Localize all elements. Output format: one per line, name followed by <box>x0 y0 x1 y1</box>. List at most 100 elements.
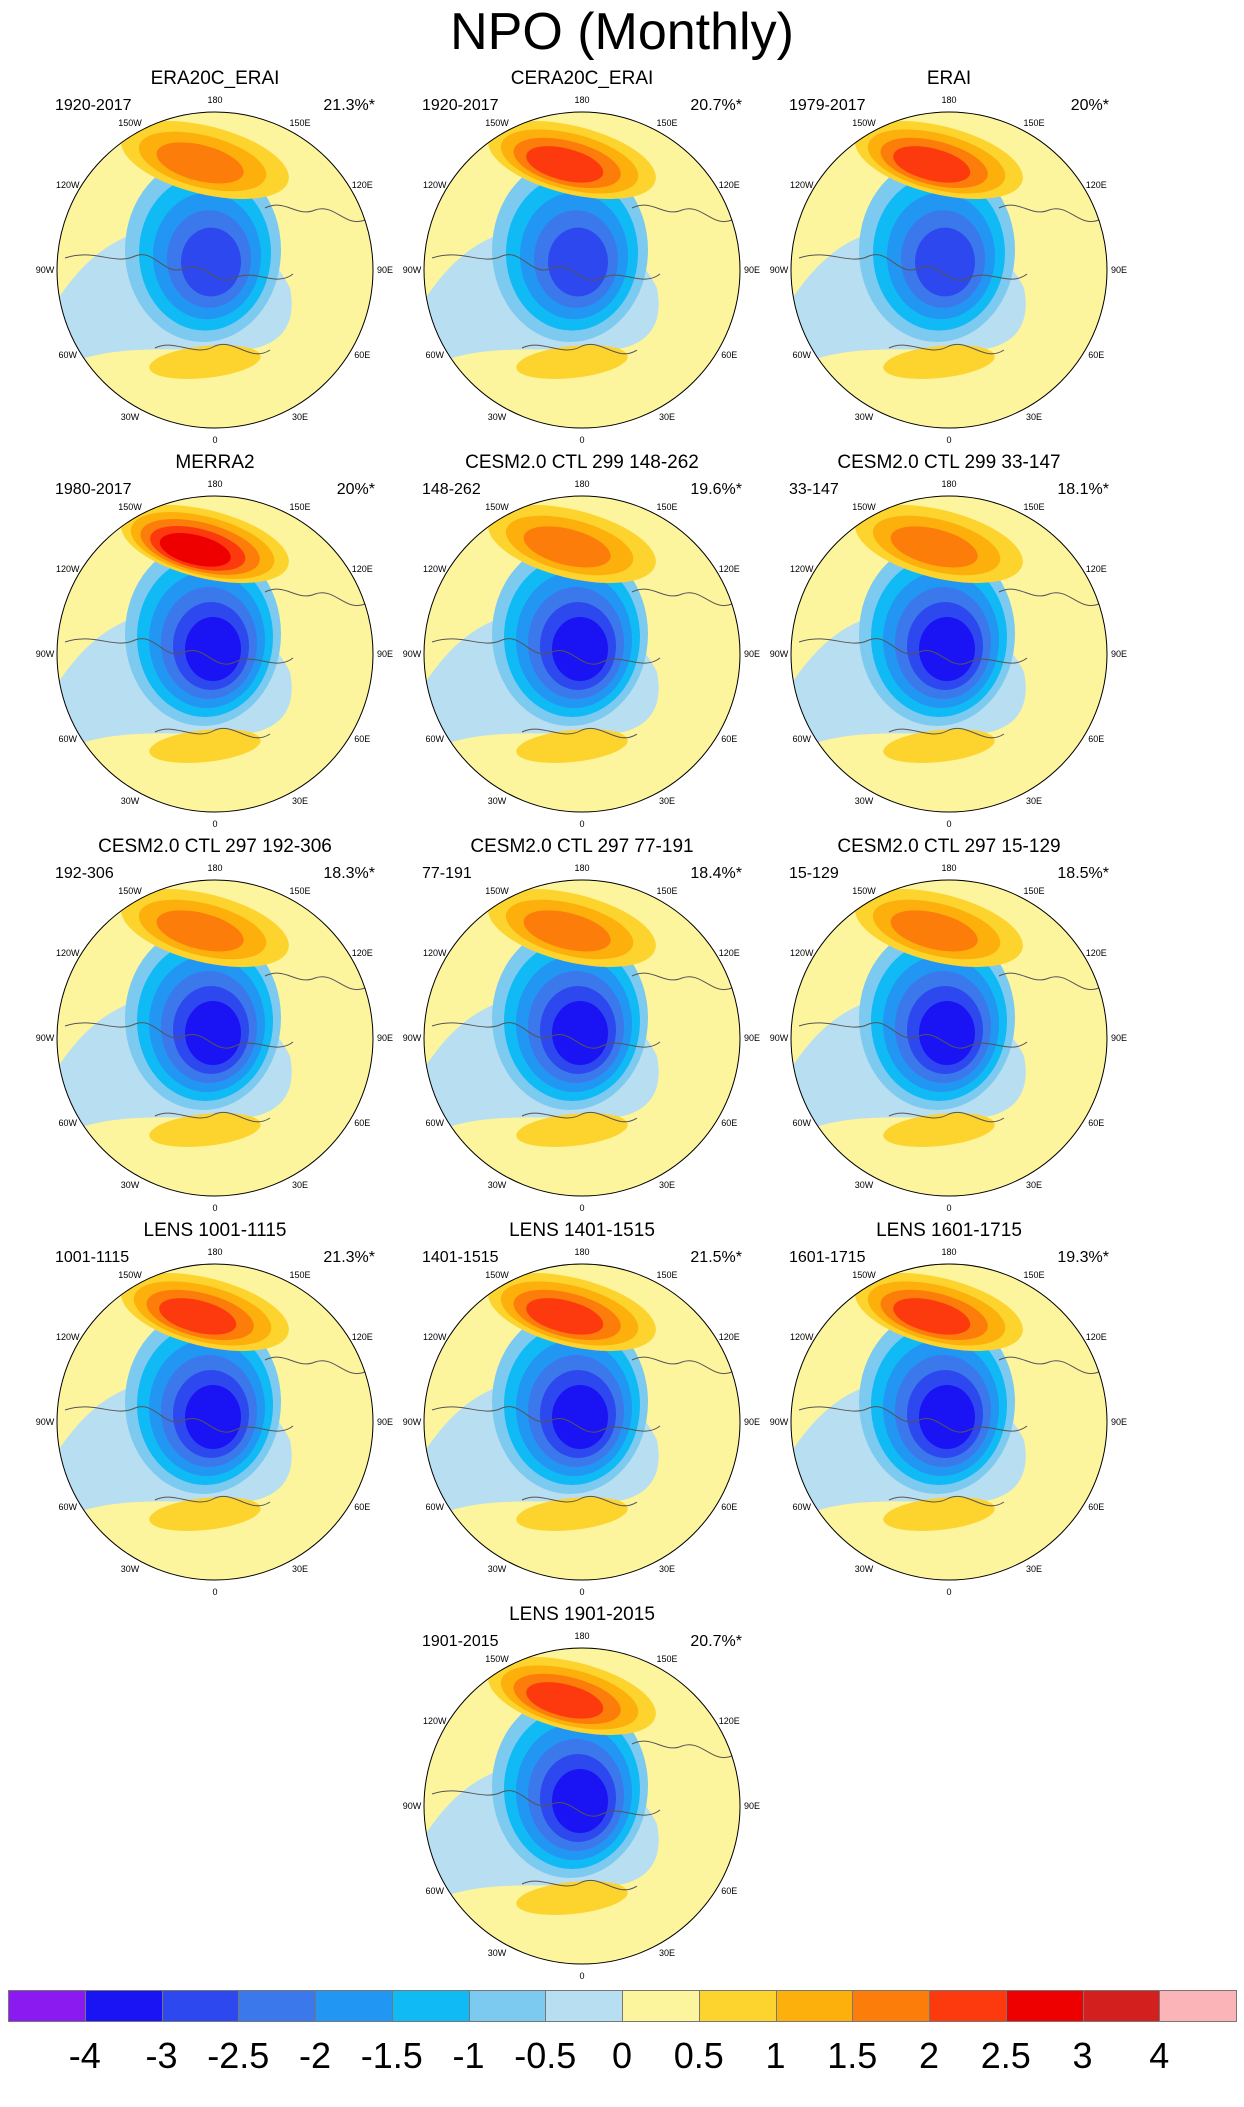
map-border <box>790 879 1108 1197</box>
longitude-label: 30W <box>488 1564 507 1574</box>
longitude-label: 60E <box>354 350 370 360</box>
longitude-label: 30W <box>855 796 874 806</box>
colorbar-swatch <box>238 1990 316 2022</box>
longitude-label: 30E <box>292 1180 308 1190</box>
polar-map: 180 150E 120E 90E 60E 30E 0 30W 60W 90W 120W 150W <box>770 95 1127 445</box>
longitude-label: 90E <box>1111 649 1127 659</box>
polar-map: 180 150E 120E 90E 60E 30E 0 30W 60W 90W 120W 150W <box>770 1247 1127 1597</box>
panel-variance: 19.3%* <box>1057 1249 1109 1266</box>
longitude-label: 150W <box>852 118 876 128</box>
contour-positive-pacific <box>523 910 611 952</box>
coastline <box>431 1356 733 1507</box>
longitude-label: 90W <box>770 1417 789 1427</box>
panel-title: LENS 1001-1115 <box>143 1220 287 1241</box>
colorbar-swatch <box>1159 1990 1237 2022</box>
longitude-label: 0 <box>579 819 584 829</box>
contour-positive-pacific <box>890 910 978 952</box>
panel-period: 192-306 <box>55 865 114 882</box>
panel-period: 1980-2017 <box>55 481 132 498</box>
panel-period: 1901-2015 <box>422 1633 499 1650</box>
contour-negative <box>181 227 241 297</box>
map-panel: CERA20C_ERAI 1920-2017 20.7%* 180 150E 120E 90… <box>402 68 762 448</box>
colorbar-tick-label: -2.5 <box>207 2035 270 2076</box>
longitude-label: 90E <box>1111 1417 1127 1427</box>
colorbar-swatch <box>84 1990 163 2022</box>
longitude-label: 120E <box>719 1332 740 1342</box>
coastline <box>798 204 1100 355</box>
panel-variance: 21.3%* <box>323 1249 375 1266</box>
longitude-label: 150W <box>485 118 509 128</box>
colorbar-tick-label: 0 <box>611 2035 633 2076</box>
colorbar-swatch <box>622 1990 700 2022</box>
colorbar-tick-label: 4 <box>1149 2035 1170 2076</box>
coastline <box>798 1356 1100 1507</box>
longitude-label: 90W <box>403 1417 422 1427</box>
panel-variance: 18.3%* <box>323 865 375 882</box>
longitude-label: 60W <box>793 734 812 744</box>
longitude-label: 120E <box>1086 180 1107 190</box>
contour-positive-atlantic <box>516 1497 628 1531</box>
longitude-label: 60E <box>1088 1502 1104 1512</box>
map-border <box>56 495 374 813</box>
colorbar-swatch <box>1005 1990 1084 2022</box>
contour-positive-pacific <box>893 1298 971 1335</box>
longitude-label: 0 <box>579 435 584 445</box>
longitude-label: 30W <box>121 412 140 422</box>
panel-period: 1920-2017 <box>422 97 499 114</box>
map-border <box>790 111 1108 429</box>
colorbar-tick-label: 2.5 <box>980 2035 1031 2076</box>
contour-positive-atlantic <box>516 729 628 763</box>
longitude-label: 90W <box>403 649 422 659</box>
longitude-label: 0 <box>212 435 217 445</box>
longitude-label: 30E <box>292 796 308 806</box>
contour-negative <box>185 1001 241 1065</box>
longitude-label: 30W <box>121 1564 140 1574</box>
longitude-label: 30E <box>1026 412 1042 422</box>
longitude-label: 120W <box>790 948 814 958</box>
longitude-label: 150E <box>289 1270 310 1280</box>
contour-positive-atlantic <box>149 1497 261 1531</box>
contour-positive-atlantic <box>883 1113 995 1147</box>
coastline <box>64 588 366 739</box>
longitude-label: 90W <box>36 265 55 275</box>
longitude-label: 120W <box>423 564 447 574</box>
longitude-label: 120W <box>423 948 447 958</box>
contour-positive-pacific <box>159 1298 237 1335</box>
longitude-label: 30E <box>659 1180 675 1190</box>
panel-variance: 20.7%* <box>690 1633 742 1650</box>
longitude-label: 150W <box>485 1654 509 1664</box>
panel-title: CESM2.0 CTL 297 77-191 <box>470 836 694 857</box>
longitude-label: 30W <box>121 1180 140 1190</box>
colorbar-tick-label: 3 <box>1072 2035 1093 2076</box>
contour-positive-atlantic <box>883 345 995 379</box>
longitude-label: 60W <box>426 1118 445 1128</box>
contour-negative <box>915 227 975 297</box>
map-panel: CESM2.0 CTL 299 33-147 33-147 18.1%* 180 150… <box>769 452 1129 832</box>
longitude-label: 30E <box>1026 1180 1042 1190</box>
longitude-label: 180 <box>941 1247 956 1257</box>
longitude-label: 30E <box>292 412 308 422</box>
panel-title: CESM2.0 CTL 299 33-147 <box>837 452 1061 473</box>
map-panel: LENS 1601-1715 1601-1715 19.3%* 180 150E 120E… <box>769 1220 1129 1600</box>
longitude-label: 90E <box>744 649 760 659</box>
colorbar-tick-label: 0.5 <box>673 2035 724 2076</box>
panel-period: 1920-2017 <box>55 97 132 114</box>
longitude-label: 120E <box>352 1332 373 1342</box>
polar-map: 180 150E 120E 90E 60E 30E 0 30W 60W 90W 120W 150W <box>403 95 760 445</box>
longitude-label: 180 <box>941 863 956 873</box>
coastline <box>431 1740 733 1891</box>
map-panel: ERA20C_ERAI 1920-2017 21.3%* 180 150E 120E 90E… <box>35 68 395 448</box>
panel-title: CESM2.0 CTL 299 148-262 <box>465 452 699 473</box>
longitude-label: 120W <box>790 180 814 190</box>
longitude-label: 180 <box>207 479 222 489</box>
longitude-label: 60E <box>721 350 737 360</box>
contour-positive-atlantic <box>149 729 261 763</box>
longitude-label: 60E <box>354 1502 370 1512</box>
longitude-label: 120E <box>1086 948 1107 958</box>
colorbar-tick-label: -2 <box>298 2035 331 2076</box>
colorbar-swatch <box>161 1990 240 2022</box>
panel-title: LENS 1901-2015 <box>509 1604 655 1625</box>
longitude-label: 120E <box>352 948 373 958</box>
longitude-label: 30E <box>1026 796 1042 806</box>
longitude-label: 60E <box>721 1118 737 1128</box>
